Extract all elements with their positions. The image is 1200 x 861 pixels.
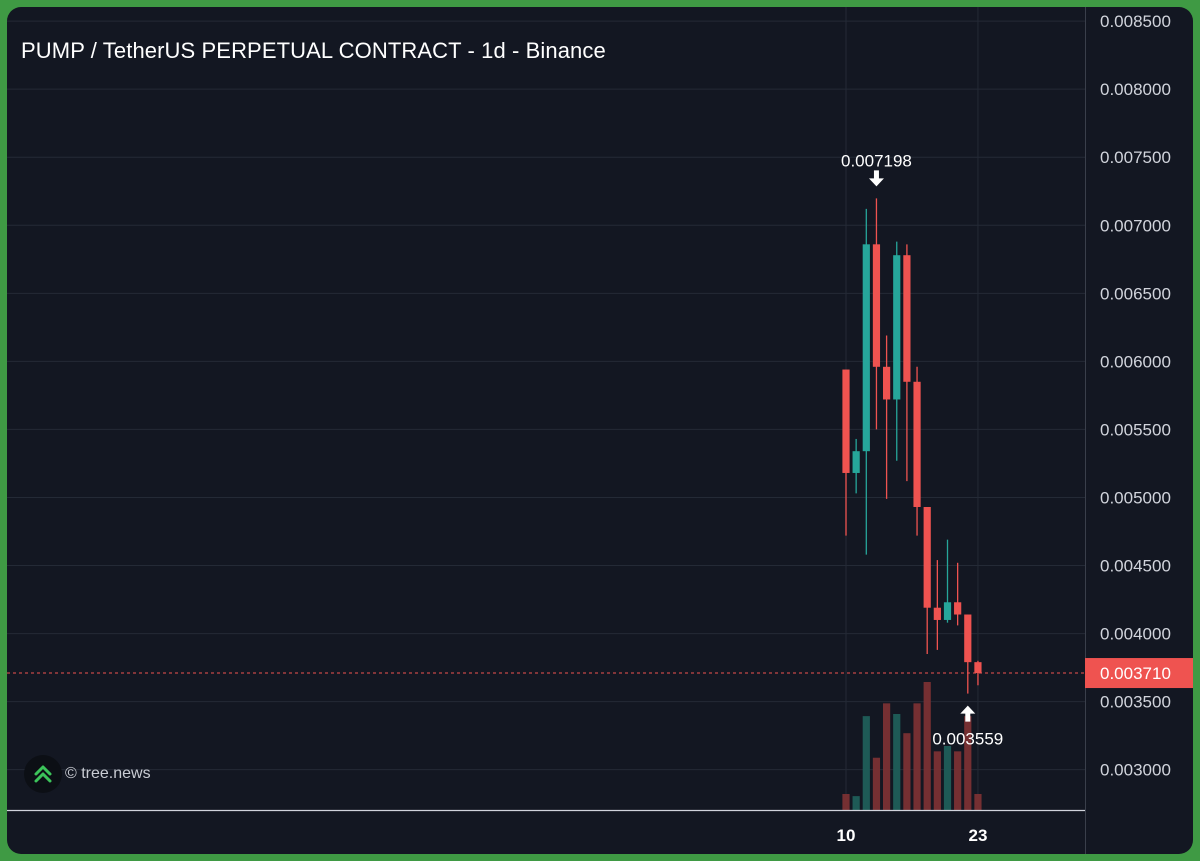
y-tick-label: 0.003500 — [1100, 693, 1171, 712]
double-chevron-up-icon — [24, 755, 62, 793]
y-tick-label: 0.003000 — [1100, 761, 1171, 780]
y-tick-label: 0.008500 — [1100, 12, 1171, 31]
candle — [862, 208, 870, 555]
volume-bar — [862, 716, 870, 810]
candle — [852, 438, 860, 494]
candle — [943, 539, 952, 623]
volume-bar — [923, 682, 931, 810]
y-tick-label: 0.004500 — [1100, 557, 1171, 576]
candle — [964, 614, 972, 694]
candle-body — [842, 369, 850, 473]
high-annotation-label: 0.007198 — [841, 151, 912, 170]
candle-body — [862, 244, 870, 452]
y-tick-label: 0.005000 — [1100, 488, 1171, 507]
candle — [974, 660, 982, 686]
volume-bar — [852, 796, 860, 810]
candle-body — [913, 381, 921, 507]
candle — [893, 241, 901, 461]
volume-bar — [933, 751, 941, 810]
volume-bar — [954, 751, 962, 810]
annotations: 0.003710 0.007198 0.003559 — [7, 151, 1193, 749]
volume-bar — [893, 714, 901, 810]
candle-body — [893, 255, 901, 400]
volume-bar — [913, 703, 921, 810]
chart-frame: 0.008500 0.008000 0.007500 0.007000 0.006500… — [7, 7, 1193, 854]
x-tick-label: 10 — [837, 826, 856, 845]
y-tick-label: 0.006500 — [1100, 284, 1171, 303]
volume-bar — [883, 703, 891, 810]
watermark-text: © tree.news — [65, 765, 151, 782]
x-tick-label: 23 — [968, 826, 987, 845]
candle-body — [974, 662, 982, 674]
candle — [872, 198, 881, 430]
volume-bar — [842, 794, 850, 810]
y-tick-label: 0.006000 — [1100, 352, 1171, 371]
y-tick-label: 0.004000 — [1100, 625, 1171, 644]
grid — [7, 7, 1085, 810]
candle — [842, 369, 850, 536]
y-tick-label: 0.007500 — [1100, 148, 1171, 167]
y-tick-label: 0.008000 — [1100, 80, 1171, 99]
candles — [842, 198, 982, 694]
candle — [903, 244, 911, 482]
axes: 0.008500 0.008000 0.007500 0.007000 0.006500… — [7, 7, 1171, 854]
candle-body — [883, 366, 891, 400]
candle-body — [964, 614, 972, 663]
chart-title: PUMP / TetherUS PERPETUAL CONTRACT - 1d … — [21, 38, 606, 63]
arrow-down-icon — [868, 170, 884, 187]
candle-body — [943, 602, 952, 620]
candle-body — [852, 451, 860, 473]
candle — [913, 366, 921, 536]
low-annotation-label: 0.003559 — [932, 730, 1003, 749]
volume-bar — [974, 794, 982, 810]
y-tick-label: 0.007000 — [1100, 216, 1171, 235]
volume-bars — [842, 682, 982, 810]
candle — [923, 506, 931, 654]
volume-bar — [872, 757, 881, 810]
watermark: © tree.news — [24, 755, 151, 793]
volume-bar — [903, 733, 911, 810]
candle-body — [933, 607, 941, 620]
candlestick-chart[interactable]: 0.008500 0.008000 0.007500 0.007000 0.006500… — [7, 7, 1193, 854]
candle-body — [954, 602, 962, 615]
volume-bar — [943, 746, 952, 810]
candle-body — [923, 506, 931, 608]
candle-body — [903, 255, 911, 382]
candle-body — [872, 244, 881, 367]
volume-bar — [964, 716, 972, 810]
last-price-label: 0.003710 — [1100, 664, 1171, 683]
candle — [954, 562, 962, 626]
arrow-up-icon — [960, 705, 976, 722]
last-price-badge — [1085, 658, 1193, 689]
candle — [883, 335, 891, 499]
y-tick-label: 0.005500 — [1100, 420, 1171, 439]
candle — [933, 560, 941, 650]
